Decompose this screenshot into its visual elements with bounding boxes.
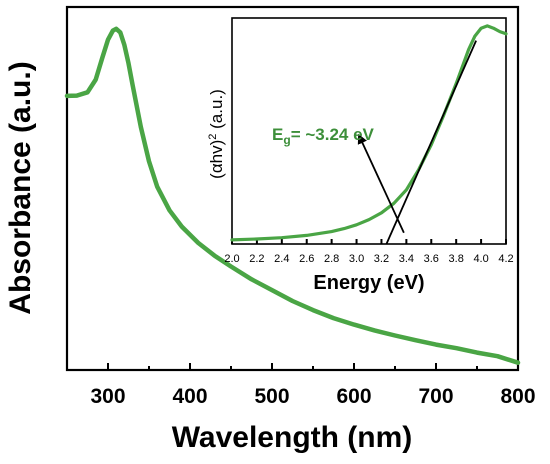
inset-background	[232, 18, 506, 244]
main-x-tick-label: 800	[500, 385, 535, 408]
inset-x-tick-label: 4.0	[473, 253, 488, 265]
main-x-tick-label: 400	[172, 385, 207, 408]
inset-y-title-alpha: α	[207, 163, 226, 173]
bandgap-arrow	[357, 133, 405, 234]
bandgap-annotation-e: E	[272, 125, 283, 144]
inset-x-tick-label: 3.2	[374, 253, 389, 265]
main-x-axis-title: Wavelength (nm)	[172, 421, 413, 454]
main-x-tick-label: 600	[336, 385, 371, 408]
main-x-tick-label: 700	[418, 385, 453, 408]
inset-y-title-power: 2	[207, 134, 219, 140]
main-x-tick-labels: 300 400 500 600 700 800	[90, 385, 535, 408]
inset-tauc-line	[230, 24, 508, 242]
inset-chart: 2.0 2.2 2.4 2.6 2.8 3.0 3.2 3.4 3.6 3.8 4.0 4.2 Eg=…	[207, 17, 514, 294]
bandgap-tangent-line	[385, 40, 477, 245]
inset-plot-frame	[231, 17, 507, 245]
main-absorbance-line	[64, 26, 521, 365]
inset-x-tick-label: 3.6	[424, 253, 439, 265]
inset-x-tick-label: 3.0	[349, 253, 364, 265]
main-x-ticks	[107, 363, 519, 370]
main-plot-frame	[65, 5, 520, 372]
main-x-tick-label: 500	[254, 385, 289, 408]
inset-y-title-units: (a.u.)	[207, 89, 226, 133]
inset-x-tick-label: 2.6	[299, 253, 314, 265]
main-chart: 300 400 500 600 700 800 Wavelength (nm) Absor…	[4, 5, 536, 454]
inset-x-tick-label: 3.8	[449, 253, 464, 265]
inset-x-tick-label: 3.4	[399, 253, 414, 265]
main-y-axis-title: Absorbance (a.u.)	[4, 61, 37, 314]
inset-x-tick-label: 2.8	[324, 253, 339, 265]
inset-x-tick-labels: 2.0 2.2 2.4 2.6 2.8 3.0 3.2 3.4 3.6 3.8 4.0 4.2	[224, 253, 513, 265]
inset-x-ticks	[231, 239, 507, 244]
bandgap-annotation-value: = ~3.24 eV	[291, 125, 375, 144]
inset-y-title-open: (	[207, 173, 226, 179]
inset-x-tick-label: 2.0	[224, 253, 239, 265]
inset-y-title-hv: hv)	[207, 140, 226, 164]
inset-x-tick-label: 2.4	[274, 253, 289, 265]
inset-x-tick-label: 4.2	[498, 253, 513, 265]
bandgap-annotation: Eg= ~3.24 eV	[272, 125, 375, 147]
main-x-tick-label: 300	[90, 385, 125, 408]
inset-x-tick-label: 2.2	[249, 253, 264, 265]
inset-x-axis-title: Energy (eV)	[313, 272, 424, 294]
inset-y-axis-title: (αhv)2 (a.u.)	[207, 89, 226, 179]
bandgap-annotation-sub: g	[283, 133, 290, 147]
